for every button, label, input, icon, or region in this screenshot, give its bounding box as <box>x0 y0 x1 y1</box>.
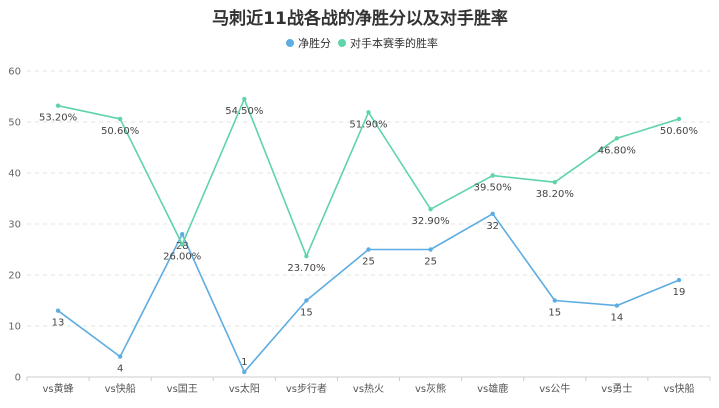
x-tick-label: vs快船 <box>663 382 694 395</box>
data-label: 46.80% <box>598 145 636 156</box>
data-point <box>490 211 495 216</box>
data-label: 28 <box>176 241 189 252</box>
data-point <box>552 179 557 185</box>
y-tick-label: 30 <box>8 220 21 231</box>
data-label: 38.20% <box>536 189 574 200</box>
data-point <box>428 207 433 212</box>
data-point <box>55 103 61 108</box>
data-point <box>304 253 309 259</box>
data-label: 23.70% <box>287 263 325 274</box>
data-label: 13 <box>52 318 65 329</box>
data-point <box>366 247 371 252</box>
data-label: 50.60% <box>660 126 698 137</box>
y-tick-label: 0 <box>15 373 21 384</box>
data-point <box>242 96 247 102</box>
x-tick-label: vs灰熊 <box>415 382 446 395</box>
data-label: 50.60% <box>101 126 139 137</box>
y-tick-label: 40 <box>8 169 21 180</box>
y-tick-label: 20 <box>8 271 21 282</box>
data-label: 25 <box>424 257 437 268</box>
data-label: 51.90% <box>349 119 387 130</box>
data-point <box>676 277 682 283</box>
data-label: 54.50% <box>225 106 263 117</box>
data-label: 32 <box>486 221 499 232</box>
data-point <box>614 303 620 308</box>
data-label: 25 <box>362 257 375 268</box>
legend-marker-0 <box>286 39 294 47</box>
legend-label-0: 净胜分 <box>298 36 331 50</box>
x-tick-label: vs快船 <box>105 382 136 395</box>
data-point <box>180 232 185 237</box>
legend-marker-1 <box>338 39 346 47</box>
data-label: 15 <box>300 308 313 319</box>
y-tick-label: 60 <box>8 67 21 78</box>
x-tick-label: vs太阳 <box>229 382 260 395</box>
series-0: 13 4 28 1 15 25 25 32 15 14 19 <box>52 211 686 375</box>
data-point <box>117 116 123 122</box>
x-tick-label: vs勇士 <box>601 382 632 395</box>
data-label: 32.90% <box>412 216 450 227</box>
grid-lines <box>27 70 710 327</box>
x-tick-label: vs黄蜂 <box>42 382 73 395</box>
data-label: 26.00% <box>163 251 201 262</box>
data-point <box>490 173 495 178</box>
data-label: 1 <box>241 357 247 368</box>
data-point <box>552 298 557 303</box>
x-tick-label: vs热火 <box>353 382 384 395</box>
data-point <box>55 308 61 313</box>
series-1: 53.20% 50.60% 26.00% 54.50% 23.70% 51.90% 32.9… <box>39 96 698 274</box>
data-label: 53.20% <box>39 113 77 124</box>
chart-title: 马刺近11战各战的净胜分以及对手胜率 <box>212 8 508 29</box>
data-point <box>614 136 620 141</box>
x-tick-label: vs公牛 <box>539 382 570 395</box>
data-label: 15 <box>548 308 561 319</box>
x-axis: vs黄蜂 vs快船 vs国王 vs太阳 vs步行者 vs热火 vs灰熊 vs雄鹿 vs公牛 vs勇… <box>26 376 711 395</box>
y-tick-label: 50 <box>8 118 21 129</box>
data-label: 14 <box>610 313 623 324</box>
data-point <box>676 116 682 122</box>
legend-label-1: 对手本赛季的胜率 <box>350 36 438 50</box>
x-tick-label: vs国王 <box>167 383 198 395</box>
data-point <box>242 369 247 375</box>
data-label: 19 <box>673 287 686 298</box>
data-label: 39.50% <box>474 183 512 194</box>
data-point <box>180 242 185 247</box>
y-tick-label: 10 <box>8 322 21 333</box>
x-tick-label: vs步行者 <box>286 382 327 395</box>
legend: 净胜分 对手本赛季的胜率 <box>286 36 438 50</box>
series-line-0 <box>57 213 680 373</box>
data-point <box>366 110 371 115</box>
data-point <box>304 298 309 303</box>
series-layer: 13 4 28 1 15 25 25 32 15 14 19 53.20% 50.60% 26.00% 54… <box>39 96 698 375</box>
data-point <box>117 354 123 359</box>
y-axis: 0 10 20 30 40 50 60 <box>8 67 21 384</box>
data-point <box>428 247 433 252</box>
data-label: 4 <box>117 364 123 375</box>
x-tick-label: vs雄鹿 <box>477 382 508 395</box>
